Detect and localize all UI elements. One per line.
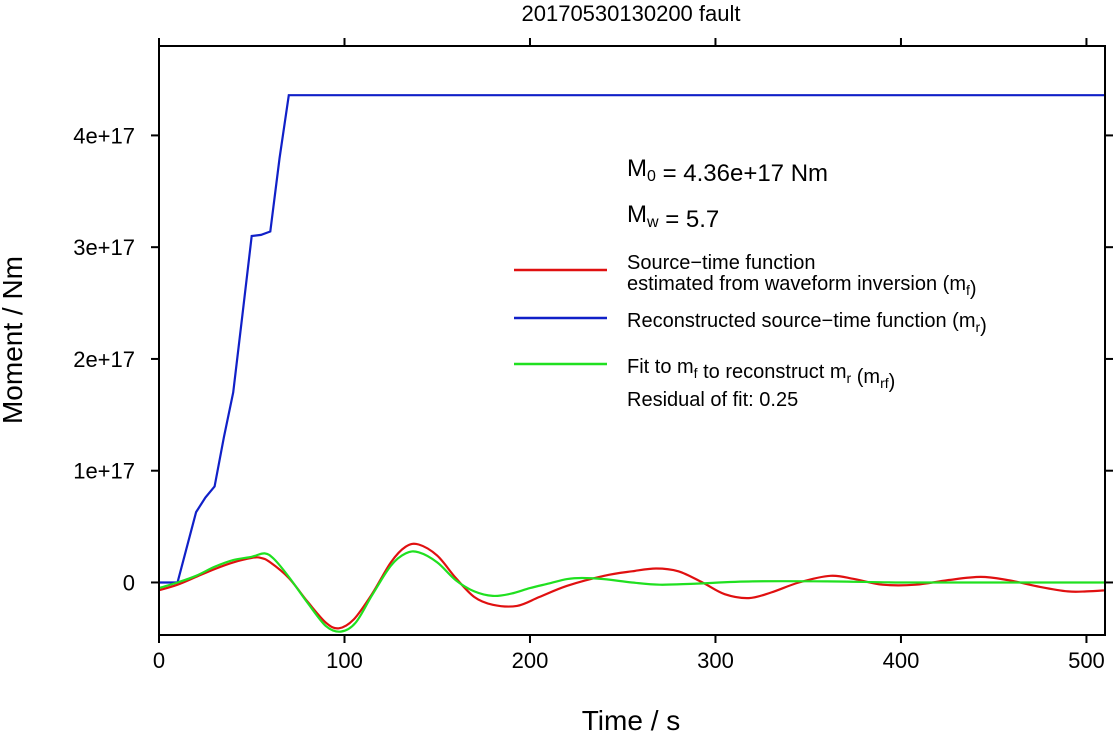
legend-entry-text: Fit to mf to reconstruct mr (mrf) [627, 356, 895, 393]
y-axis-label: Moment / Nm [0, 256, 28, 424]
legend-entry-text: Reconstructed source−time function (mr) [627, 310, 987, 337]
y-tick-label: 1e+17 [73, 459, 135, 484]
x-tick-label: 400 [883, 648, 920, 673]
plot-frame [158, 45, 1106, 636]
series-layer [159, 94, 1105, 633]
annotations: M0 = 4.36e+17 Nm Mw = 5.7 Residual of fit:… [627, 155, 828, 411]
series-line-mr [159, 94, 1105, 584]
magnitude-annotation: Mw = 5.7 [627, 201, 719, 233]
series-line-mf [159, 542, 1105, 630]
x-axis-label: Time / s [582, 705, 681, 736]
legend-entry-text: Source−time function [627, 252, 815, 274]
x-tick-label: 300 [697, 648, 734, 673]
legend-entry-text: estimated from waveform inversion (mf) [627, 273, 977, 300]
chart-title: 20170530130200 fault [522, 1, 741, 26]
x-tick-label: 500 [1068, 648, 1105, 673]
y-tick-label: 3e+17 [73, 235, 135, 260]
series-line-mrf [159, 550, 1105, 633]
y-tick-label: 2e+17 [73, 347, 135, 372]
residual-annotation: Residual of fit: 0.25 [627, 389, 798, 411]
y-tick-label: 4e+17 [73, 123, 135, 148]
moment-annotation: M0 = 4.36e+17 Nm [627, 155, 828, 187]
x-axis: 0 100 200 300 400 500 [153, 38, 1105, 673]
y-axis: 0 1e+17 2e+17 3e+17 4e+17 [73, 123, 1113, 595]
x-tick-label: 0 [153, 648, 165, 673]
y-tick-label: 0 [123, 570, 135, 595]
x-tick-label: 200 [512, 648, 549, 673]
x-tick-label: 100 [326, 648, 363, 673]
